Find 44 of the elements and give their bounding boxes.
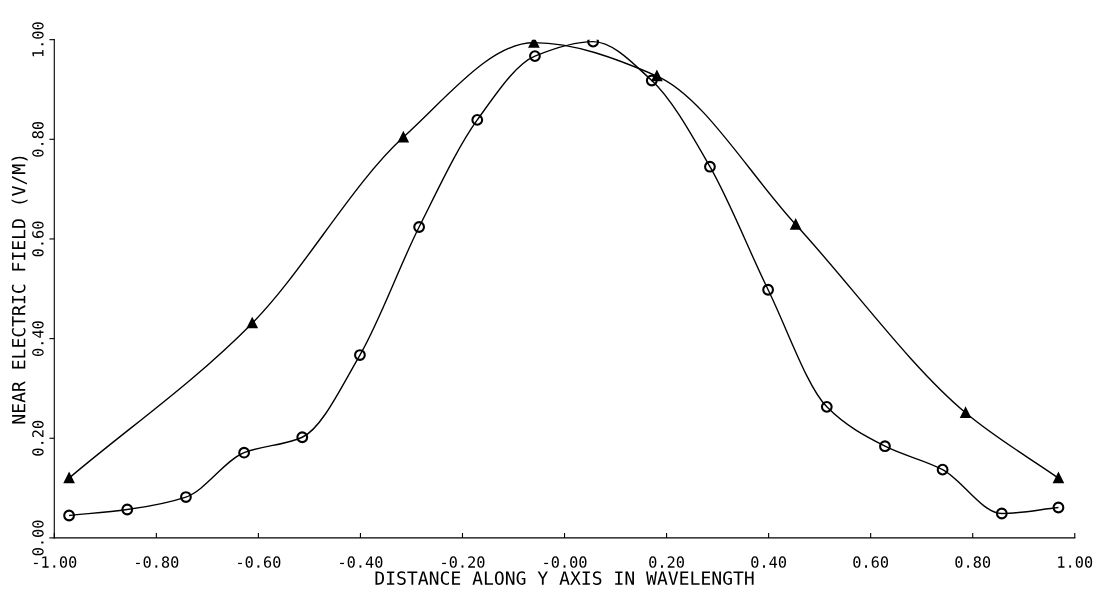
x-axis-title: DISTANCE ALONG Y AXIS IN WAVELENGTH xyxy=(375,571,754,585)
y-tick-label: 0.60 xyxy=(32,221,44,257)
point xyxy=(995,507,1008,520)
point xyxy=(960,407,971,419)
x-tick-label: -0.40 xyxy=(340,556,383,568)
point xyxy=(790,219,801,230)
point xyxy=(645,74,658,87)
point xyxy=(238,446,250,459)
point xyxy=(879,440,891,453)
x-tick-label: -0.80 xyxy=(136,556,179,568)
y-tick-label: 0.20 xyxy=(32,420,44,456)
point xyxy=(704,160,716,173)
point xyxy=(528,39,540,48)
point xyxy=(247,317,258,329)
point xyxy=(762,283,775,296)
x-tick-label: 0.40 xyxy=(751,556,787,568)
point xyxy=(820,400,833,413)
x-tick-label: -0.60 xyxy=(238,556,281,568)
y-tick-label: 0.00 xyxy=(32,520,44,556)
point xyxy=(354,349,366,361)
x-tick-label: 0.60 xyxy=(853,556,889,568)
point xyxy=(398,132,409,143)
x-tick-label: 0.20 xyxy=(649,556,684,568)
y-axis-title: NEAR ELECTRIC FIELD (V/M) xyxy=(11,156,28,424)
point xyxy=(63,472,75,484)
point xyxy=(1052,501,1065,514)
point xyxy=(529,50,541,63)
x-tick-label: -1.00 xyxy=(33,556,77,568)
point xyxy=(413,221,426,233)
point xyxy=(1053,472,1064,484)
y-tick-label: 0.40 xyxy=(32,321,44,357)
point xyxy=(587,39,599,48)
x-tick-label: 1.00 xyxy=(1058,556,1093,568)
y-tick-label: 0.80 xyxy=(32,121,44,157)
point xyxy=(936,463,949,476)
point xyxy=(180,491,192,503)
point xyxy=(121,503,134,516)
x-tick-label: 0.80 xyxy=(955,556,991,568)
y-tick-label: 1.00 xyxy=(32,22,44,57)
x-tick-label: -0.20 xyxy=(442,556,485,568)
point xyxy=(471,113,484,126)
point xyxy=(63,509,75,522)
x-tick-label: -0.00 xyxy=(544,556,587,568)
point xyxy=(296,431,309,444)
